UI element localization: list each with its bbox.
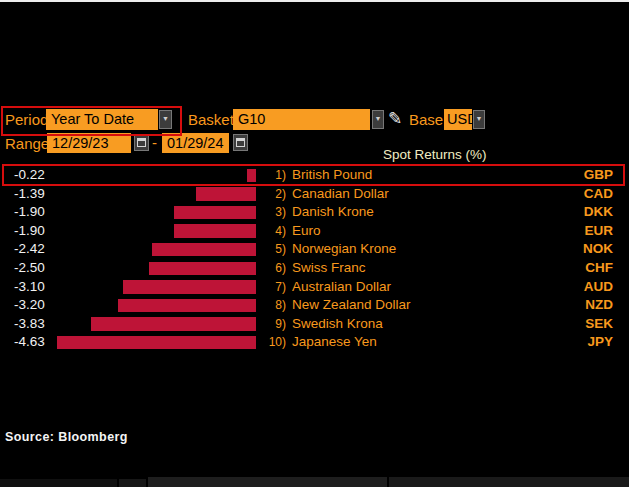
return-value: -3.83 (14, 315, 45, 334)
currency-code: GBP (577, 166, 613, 185)
rank-label: 5) (258, 240, 286, 259)
rank-label: 8) (258, 296, 286, 315)
return-bar (196, 187, 256, 201)
currency-code: NZD (577, 296, 613, 315)
currency-code: SEK (577, 315, 613, 334)
currency-code: DKK (577, 203, 613, 222)
chart-row-gbp[interactable]: -0.22 1) British Pound GBP (0, 166, 629, 185)
currency-name: New Zealand Dollar (292, 296, 411, 315)
return-value: -3.20 (14, 296, 45, 315)
range-separator: - (152, 133, 157, 153)
currency-name: Swiss Franc (292, 259, 366, 278)
chart-row-dkk[interactable]: -1.90 3) Danish Krone DKK (0, 203, 629, 222)
chart-row-chf[interactable]: -2.50 6) Swiss Franc CHF (0, 259, 629, 278)
taskbar-segment (0, 479, 117, 487)
return-bar (118, 299, 256, 313)
return-value: -4.63 (14, 333, 45, 352)
chart-row-nzd[interactable]: -3.20 8) New Zealand Dollar NZD (0, 296, 629, 315)
rank-label: 6) (258, 259, 286, 278)
period-label: Period (5, 109, 48, 131)
currency-code: JPY (577, 333, 613, 352)
chart-row-cad[interactable]: -1.39 2) Canadian Dollar CAD (0, 185, 629, 204)
chart-row-aud[interactable]: -3.10 7) Australian Dollar AUD (0, 278, 629, 297)
currency-name: Swedish Krona (292, 315, 383, 334)
chart-row-eur[interactable]: -1.90 4) Euro EUR (0, 222, 629, 241)
currency-code: CHF (577, 259, 613, 278)
taskbar-segment (119, 479, 146, 487)
base-select[interactable]: USD (444, 109, 472, 130)
return-bar (149, 262, 257, 276)
currency-code: NOK (577, 240, 613, 259)
chart-row-nok[interactable]: -2.42 5) Norwegian Krone NOK (0, 240, 629, 259)
top-border-line (0, 0, 629, 2)
period-select[interactable]: Year To Date (46, 109, 158, 130)
return-bar (57, 336, 256, 350)
taskbar-segment (148, 477, 387, 487)
source-credit: Source: Bloomberg (5, 430, 128, 444)
currency-name: Norwegian Krone (292, 240, 396, 259)
currency-name: British Pound (292, 166, 372, 185)
return-value: -2.42 (14, 240, 45, 259)
basket-label: Basket (188, 109, 234, 131)
rank-label: 10) (258, 333, 286, 352)
basket-select[interactable]: G10 (233, 109, 370, 130)
base-label: Base (409, 109, 443, 131)
return-value: -0.22 (14, 166, 45, 185)
return-bar (123, 280, 256, 294)
return-value: -1.90 (14, 222, 45, 241)
calendar-glyph (137, 138, 146, 147)
taskbar-segment (389, 477, 629, 487)
base-dropdown-arrow-icon[interactable]: ▼ (473, 110, 485, 129)
range-label: Range (5, 133, 49, 155)
return-bar (247, 169, 257, 183)
rank-label: 1) (258, 166, 286, 185)
rank-label: 4) (258, 222, 286, 241)
return-bar (91, 317, 256, 331)
basket-dropdown-arrow-icon[interactable]: ▼ (372, 110, 384, 129)
rank-label: 7) (258, 278, 286, 297)
range-start-calendar-icon[interactable] (134, 134, 149, 151)
currency-name: Australian Dollar (292, 278, 391, 297)
chart-row-jpy[interactable]: -4.63 10) Japanese Yen JPY (0, 333, 629, 352)
return-value: -3.10 (14, 278, 45, 297)
edit-pencil-icon[interactable]: ✎ (388, 109, 402, 129)
chart-row-sek[interactable]: -3.83 9) Swedish Krona SEK (0, 315, 629, 334)
return-value: -1.90 (14, 203, 45, 222)
calendar-glyph (236, 138, 245, 147)
rank-label: 2) (258, 185, 286, 204)
range-start-input[interactable]: 12/29/23 (47, 133, 131, 153)
currency-code: CAD (577, 185, 613, 204)
return-value: -2.50 (14, 259, 45, 278)
currency-name: Japanese Yen (292, 333, 377, 352)
range-end-calendar-icon[interactable] (233, 134, 248, 151)
return-bar (174, 206, 256, 220)
bloomberg-terminal-screen: Period Year To Date ▼ Basket G10 ▼ ✎ Bas… (0, 0, 629, 487)
return-bar (174, 224, 256, 238)
currency-code: EUR (577, 222, 613, 241)
currency-name: Canadian Dollar (292, 185, 389, 204)
period-dropdown-arrow-icon[interactable]: ▼ (159, 110, 172, 129)
currency-code: AUD (577, 278, 613, 297)
chart-title: Spot Returns (%) (383, 147, 487, 162)
currency-name: Euro (292, 222, 321, 241)
return-bar (152, 243, 256, 257)
currency-name: Danish Krone (292, 203, 374, 222)
rank-label: 3) (258, 203, 286, 222)
spot-returns-chart: -0.22 1) British Pound GBP -1.39 2) Canadian D… (0, 166, 629, 354)
range-end-input[interactable]: 01/29/24 (162, 133, 229, 153)
return-value: -1.39 (14, 185, 45, 204)
rank-label: 9) (258, 315, 286, 334)
